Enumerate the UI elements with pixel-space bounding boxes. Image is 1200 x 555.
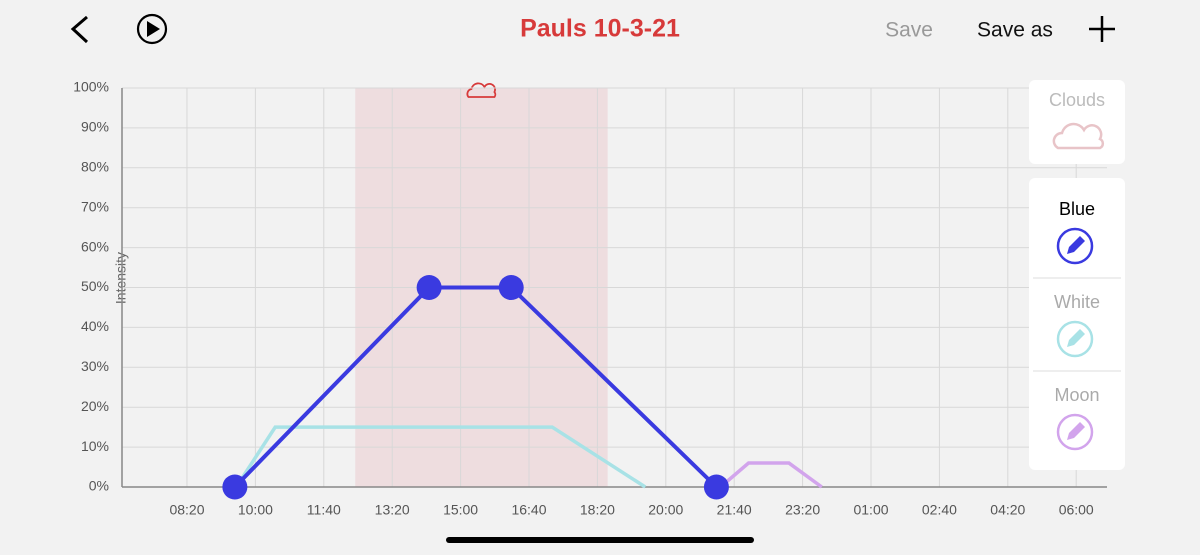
channel-panel (1029, 178, 1125, 470)
plot: 0% 10% 20% 30% 40% 50% 60% 70% 80% 90% 100% 08:20 10… (73, 79, 1107, 518)
x-tick-label: 20:00 (648, 502, 683, 518)
point (498, 275, 524, 300)
clouds-icon (1052, 122, 1105, 150)
point (703, 474, 729, 500)
x-tick-label: 21:40 (717, 502, 752, 518)
back-button[interactable] (70, 15, 89, 44)
y-tick-label: 90% (81, 119, 109, 135)
pencil-icon (1056, 320, 1094, 358)
y-tick-label: 50% (81, 278, 109, 294)
pencil-icon (1067, 422, 1085, 440)
y-tick-label: 30% (81, 358, 109, 374)
x-tick-label: 23:20 (785, 502, 820, 518)
pencil-icon (1067, 329, 1085, 347)
x-tick-label: 11:40 (307, 502, 341, 518)
x-tick-label: 16:40 (511, 502, 546, 518)
y-axis-label: Intensity (113, 252, 129, 304)
y-tick-label: 20% (81, 398, 109, 414)
y-tick-label: 100% (73, 79, 109, 95)
point (222, 474, 248, 500)
x-tick-label: 13:20 (375, 502, 410, 518)
home-indicator (446, 537, 754, 543)
add-button[interactable] (1089, 16, 1115, 42)
x-tick-label: 04:20 (990, 502, 1025, 518)
x-tick-label: 10:00 (238, 502, 273, 518)
y-tick-label: 60% (81, 238, 109, 254)
y-tick-label: 10% (81, 438, 109, 454)
pencil-icon (1056, 413, 1094, 451)
title: Pauls 10-3-21 (520, 15, 680, 43)
y-tick-label: 0% (89, 478, 109, 494)
y-tick-label: 80% (81, 159, 109, 175)
pencil-icon (1056, 227, 1094, 265)
x-tick-label: 18:20 (580, 502, 615, 518)
cloud-icon (466, 82, 497, 98)
save-button[interactable]: Save (885, 19, 933, 42)
x-tick-label: 15:00 (443, 502, 478, 518)
clouds-label: Clouds (1049, 90, 1105, 110)
point (416, 275, 442, 300)
pencil-icon (1067, 236, 1085, 254)
x-tick-label: 06:00 (1059, 502, 1094, 518)
series-line (234, 425, 647, 489)
x-tick-label: 08:20 (169, 502, 204, 518)
channel-label[interactable]: White (1054, 292, 1100, 312)
series-line (719, 461, 823, 489)
y-tick-label: 40% (81, 318, 109, 334)
save-as-button[interactable]: Save as (977, 19, 1053, 42)
series-line (233, 285, 718, 489)
x-tick-label: 01:00 (853, 502, 888, 518)
channel-label[interactable]: Blue (1059, 199, 1095, 219)
x-tick-label: 02:40 (922, 502, 957, 518)
y-tick-label: 70% (81, 198, 109, 214)
channel-label[interactable]: Moon (1054, 385, 1099, 405)
play-button[interactable] (136, 13, 168, 45)
